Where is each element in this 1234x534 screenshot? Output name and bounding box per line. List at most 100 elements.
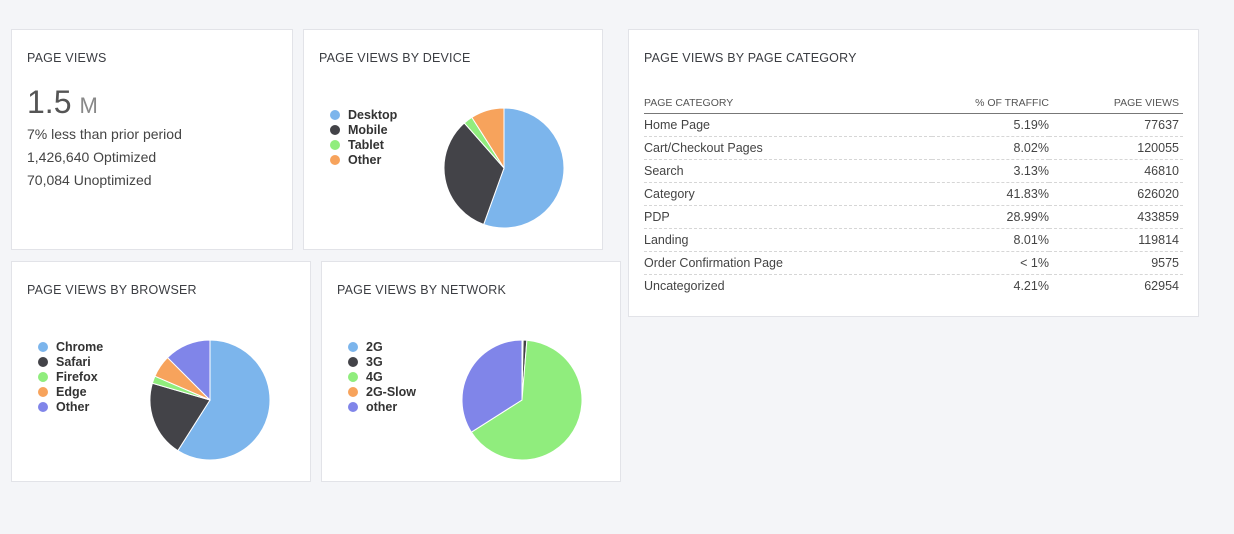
page-category-table: PAGE CATEGORY % OF TRAFFIC PAGE VIEWS Ho… <box>644 93 1183 297</box>
page-views-count: 46810 <box>1048 159 1183 183</box>
pie-slice-chrome[interactable] <box>177 339 271 461</box>
legend-swatch <box>38 371 48 382</box>
legend-swatch <box>348 341 358 352</box>
pie-slice-mobile[interactable] <box>443 122 505 226</box>
legend-label: other <box>366 399 398 414</box>
page-views-count: 77637 <box>1048 113 1183 137</box>
traffic-percent: 28.99% <box>931 205 1049 229</box>
legend-item[interactable]: Edge <box>38 384 103 399</box>
legend-item[interactable]: Firefox <box>38 369 103 384</box>
category-name: Cart/Checkout Pages <box>644 136 932 160</box>
legend-label: 4G <box>366 369 383 384</box>
table-header-row: PAGE CATEGORY % OF TRAFFIC PAGE VIEWS <box>644 93 1183 114</box>
legend-swatch <box>38 341 48 352</box>
legend-item[interactable]: Tablet <box>330 137 397 152</box>
network-pie-chart <box>461 339 583 461</box>
browser-legend: Chrome Safari Firefox Edge Other <box>38 339 103 414</box>
legend-item[interactable]: 2G-Slow <box>348 384 416 399</box>
pie-slice-other[interactable] <box>461 339 523 433</box>
pie-slice-other[interactable] <box>166 339 211 402</box>
optimized-count: 1,426,640 Optimized <box>27 149 157 165</box>
card-title: PAGE VIEWS BY DEVICE <box>319 51 471 65</box>
table-row: Search 3.13% 46810 <box>644 159 1183 183</box>
table-row: Order Confirmation Page < 1% 9575 <box>644 251 1183 275</box>
traffic-percent: 5.19% <box>931 113 1049 137</box>
traffic-percent: < 1% <box>931 251 1049 275</box>
legend-swatch <box>330 154 340 165</box>
legend-label: Mobile <box>348 122 388 137</box>
pie-slice-desktop[interactable] <box>483 107 565 229</box>
page-views-count: 626020 <box>1048 182 1183 206</box>
legend-label: Chrome <box>56 339 104 354</box>
page-views-count: 62954 <box>1144 279 1179 293</box>
category-name: PDP <box>644 205 932 229</box>
card-title: PAGE VIEWS BY BROWSER <box>27 283 197 297</box>
device-legend: Desktop Mobile Tablet Other <box>330 107 397 167</box>
legend-item[interactable]: Chrome <box>38 339 103 354</box>
browser-card: PAGE VIEWS BY BROWSER Chrome Safari Firefo… <box>11 261 311 482</box>
legend-swatch <box>330 109 340 120</box>
page-views-unit: M <box>79 93 98 118</box>
legend-item[interactable]: 3G <box>348 354 416 369</box>
legend-swatch <box>38 386 48 397</box>
legend-swatch <box>348 356 358 367</box>
card-title: PAGE VIEWS <box>27 51 107 65</box>
legend-label: 2G-Slow <box>366 384 417 399</box>
pie-slice-other[interactable] <box>471 107 505 170</box>
legend-label: Other <box>348 152 382 167</box>
legend-item[interactable]: other <box>348 399 416 414</box>
legend-swatch <box>348 371 358 382</box>
legend-swatch <box>348 401 358 412</box>
page-views-card: PAGE VIEWS 1.5 M 7% less than prior perio… <box>11 29 293 250</box>
category-name: Home Page <box>644 113 932 137</box>
column-header: PAGE CATEGORY <box>644 93 932 114</box>
legend-label: 3G <box>366 354 383 369</box>
legend-swatch <box>38 401 48 412</box>
column-header: PAGE VIEWS <box>1048 93 1183 114</box>
legend-label: Tablet <box>348 137 384 152</box>
legend-label: Safari <box>56 354 91 369</box>
device-pie-chart <box>443 107 565 229</box>
unoptimized-count: 70,084 Unoptimized <box>27 172 152 188</box>
traffic-percent: 41.83% <box>931 182 1049 206</box>
legend-label: Other <box>56 399 90 414</box>
category-name: Uncategorized <box>644 279 725 293</box>
legend-item[interactable]: Safari <box>38 354 103 369</box>
legend-item[interactable]: Other <box>330 152 397 167</box>
network-card: PAGE VIEWS BY NETWORK 2G 3G 4G 2G-Slow other <box>321 261 621 482</box>
network-legend: 2G 3G 4G 2G-Slow other <box>348 339 416 414</box>
page-views-count: 119814 <box>1048 228 1183 252</box>
traffic-percent: 4.21% <box>1013 279 1049 293</box>
category-name: Search <box>644 159 932 183</box>
traffic-percent: 8.01% <box>931 228 1049 252</box>
page-views-value: 1.5 <box>27 84 72 120</box>
legend-label: Edge <box>56 384 87 399</box>
page-views-count: 120055 <box>1048 136 1183 160</box>
table-row: Category 41.83% 626020 <box>644 182 1183 206</box>
card-title: PAGE VIEWS BY NETWORK <box>337 283 507 297</box>
category-name: Order Confirmation Page <box>644 251 932 275</box>
page-views-count: 433859 <box>1048 205 1183 229</box>
legend-item[interactable]: Mobile <box>330 122 397 137</box>
page-category-card: PAGE VIEWS BY PAGE CATEGORY PAGE CATEGOR… <box>628 29 1199 317</box>
legend-item[interactable]: Other <box>38 399 103 414</box>
category-name: Landing <box>644 228 932 252</box>
table-row: Home Page 5.19% 77637 <box>644 113 1183 137</box>
legend-item[interactable]: Desktop <box>330 107 397 122</box>
legend-swatch <box>330 139 340 150</box>
traffic-percent: 8.02% <box>931 136 1049 160</box>
legend-item[interactable]: 2G <box>348 339 416 354</box>
legend-label: Firefox <box>56 369 98 384</box>
table-row: Uncategorized 4.21% 62954 <box>644 275 1183 298</box>
legend-item[interactable]: 4G <box>348 369 416 384</box>
category-name: Category <box>644 182 932 206</box>
pie-slice-4g[interactable] <box>470 339 583 461</box>
column-header: % OF TRAFFIC <box>931 93 1049 114</box>
pie-slice-safari[interactable] <box>149 382 211 452</box>
legend-swatch <box>38 356 48 367</box>
card-title: PAGE VIEWS BY PAGE CATEGORY <box>644 51 857 65</box>
legend-label: 2G <box>366 339 383 354</box>
prior-period-comparison: 7% less than prior period <box>27 126 182 142</box>
table-row: Landing 8.01% 119814 <box>644 228 1183 252</box>
page-views-total: 1.5 M <box>27 84 98 121</box>
